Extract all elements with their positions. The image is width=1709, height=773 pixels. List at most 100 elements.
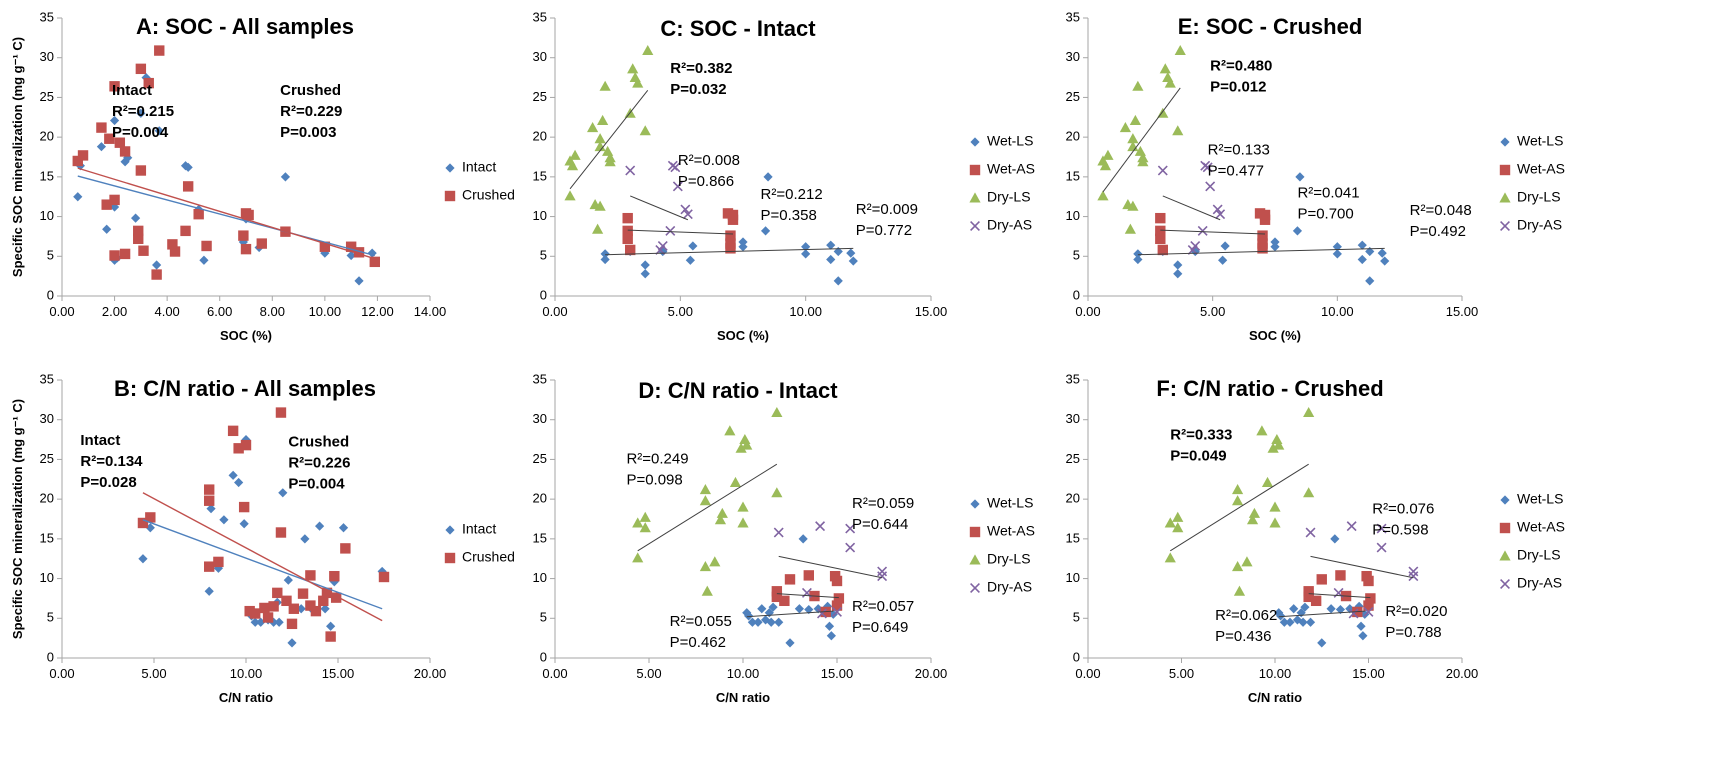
y-tick-label: 0 — [540, 649, 547, 664]
data-point — [274, 617, 284, 627]
x-tick-label: 5.00 — [668, 304, 693, 319]
series-dry-ls — [1164, 406, 1315, 596]
data-point — [564, 190, 576, 201]
legend-label: Crushed — [462, 187, 515, 203]
data-point — [625, 244, 636, 256]
data-point — [353, 247, 365, 258]
data-point — [699, 495, 711, 506]
data-point — [1129, 114, 1141, 125]
series-dry-as — [773, 521, 888, 619]
data-point — [1271, 433, 1283, 445]
data-point — [1127, 200, 1139, 211]
data-point — [287, 638, 297, 648]
y-tick-label: 0 — [540, 287, 547, 302]
data-point — [877, 571, 888, 582]
data-point — [1257, 243, 1268, 254]
data-point — [133, 225, 144, 237]
data-point — [823, 601, 833, 611]
data-point — [1317, 638, 1327, 648]
legend-marker — [445, 525, 455, 535]
x-tick-label: 4.00 — [154, 304, 179, 319]
data-point — [848, 256, 858, 266]
legend-label: Dry-AS — [1517, 217, 1562, 233]
data-point — [133, 233, 144, 245]
data-point — [639, 125, 651, 136]
data-point — [594, 200, 606, 211]
regression-annotation: R²=0.212 P=0.358 — [761, 186, 823, 224]
data-point — [1408, 566, 1419, 577]
legend-label: Crushed — [462, 549, 515, 565]
data-point — [325, 631, 336, 642]
y-tick-label: 30 — [1066, 411, 1080, 426]
data-point — [315, 521, 325, 531]
data-point — [1310, 595, 1322, 607]
y-tick-label: 5 — [1073, 610, 1080, 625]
data-point — [135, 63, 147, 75]
data-point — [1097, 190, 1109, 201]
legend-label: Wet-LS — [987, 495, 1033, 511]
data-point — [240, 243, 252, 255]
data-point — [771, 406, 783, 418]
data-point — [319, 241, 331, 252]
legend-entry: Dry-AS — [1500, 217, 1562, 233]
data-point — [699, 484, 711, 495]
data-point — [154, 45, 165, 56]
trendline — [1137, 247, 1385, 256]
x-tick-label: 5.00 — [1200, 304, 1225, 319]
annotation-line: R²=0.133 — [1208, 142, 1270, 159]
data-point — [206, 504, 216, 514]
regression-annotation: R²=0.382 P=0.032 — [670, 60, 732, 98]
legend-marker — [1500, 495, 1510, 505]
y-tick-label: 10 — [40, 570, 54, 585]
y-tick-label: 35 — [533, 371, 547, 386]
legend-label: Wet-LS — [1517, 491, 1563, 507]
trendline — [605, 247, 854, 256]
data-point — [1155, 233, 1166, 245]
data-point — [744, 611, 754, 621]
data-point — [213, 563, 223, 573]
legend-entry: Wet-LS — [1500, 491, 1563, 507]
x-tick-label: 0.00 — [49, 304, 74, 319]
y-tick-label: 10 — [1066, 570, 1080, 585]
data-point — [244, 605, 255, 617]
data-point — [680, 204, 691, 215]
data-point — [1377, 248, 1387, 258]
data-point — [1358, 631, 1368, 641]
data-point — [569, 149, 581, 160]
data-point — [204, 561, 215, 572]
x-axis-label: C/N ratio — [1248, 690, 1302, 705]
chart-title: D: C/N ratio - Intact — [638, 378, 838, 403]
data-point — [1133, 254, 1143, 265]
y-tick-label: 15 — [533, 168, 547, 183]
data-point — [701, 585, 713, 596]
data-point — [1232, 561, 1244, 572]
data-point — [119, 248, 131, 260]
chart-title: A: SOC - All samples — [136, 14, 354, 39]
y-tick-label: 25 — [40, 451, 54, 466]
data-point — [1270, 242, 1280, 252]
series-crushed — [72, 45, 380, 280]
data-point — [815, 521, 826, 532]
data-point — [738, 242, 748, 252]
data-point — [1303, 586, 1314, 597]
data-point — [1303, 406, 1315, 418]
trendline — [142, 492, 383, 622]
data-point — [639, 511, 651, 522]
data-point — [599, 80, 611, 91]
x-axis-label: SOC (%) — [220, 328, 272, 343]
annotation-line: R²=0.333 — [1170, 427, 1232, 444]
data-point — [1269, 501, 1281, 512]
annotation-line: P=0.492 — [1410, 223, 1466, 240]
data-point — [816, 608, 827, 619]
trendline — [1102, 87, 1181, 193]
y-tick-label: 5 — [1073, 248, 1080, 263]
x-axis-label: C/N ratio — [716, 690, 770, 705]
data-point — [346, 250, 356, 261]
data-point — [321, 587, 333, 599]
data-point — [779, 595, 790, 607]
legend-label: Wet-LS — [987, 133, 1033, 149]
data-point — [1119, 122, 1131, 133]
data-point — [725, 230, 736, 241]
data-point — [1256, 425, 1268, 436]
